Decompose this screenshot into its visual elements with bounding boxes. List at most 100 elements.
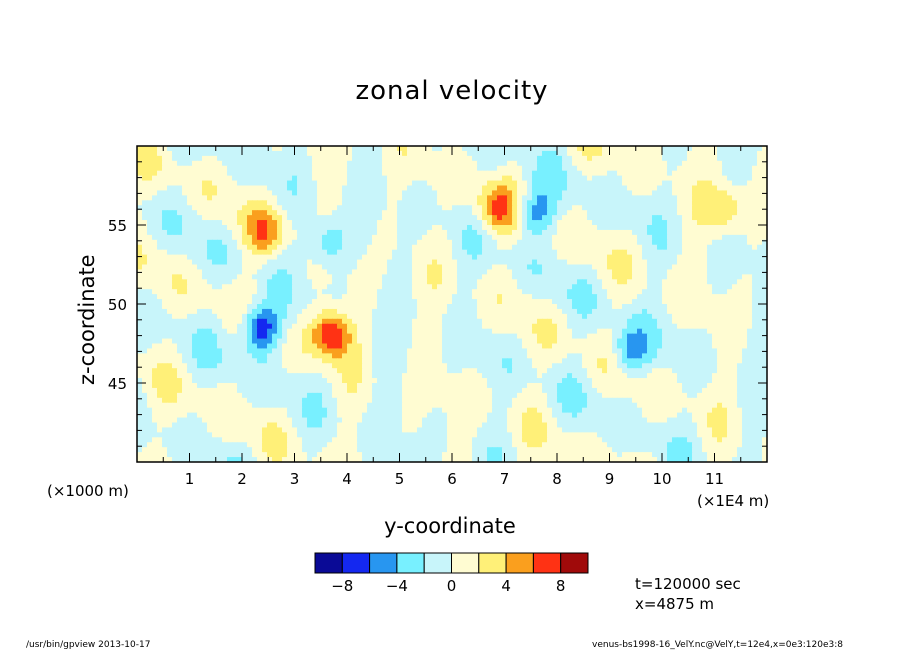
field-cell	[307, 170, 313, 177]
field-cell	[252, 249, 258, 256]
field-cell	[657, 160, 663, 167]
field-cell	[587, 180, 593, 187]
field-cell	[252, 323, 258, 330]
field-cell	[267, 328, 273, 335]
field-cell	[147, 264, 153, 271]
field-cell	[572, 155, 578, 162]
field-cell	[532, 165, 538, 172]
field-cell	[547, 225, 553, 231]
field-cell	[552, 220, 558, 226]
field-cell	[497, 190, 503, 196]
field-cell	[232, 229, 238, 236]
field-cell	[757, 160, 763, 167]
field-cell	[582, 239, 588, 246]
field-cell	[427, 239, 433, 246]
field-cell	[662, 165, 668, 172]
field-cell	[747, 304, 753, 310]
field-cell	[712, 254, 718, 261]
field-cell	[597, 146, 603, 152]
field-cell	[392, 180, 398, 187]
field-cell	[412, 308, 418, 315]
field-cell	[397, 215, 403, 221]
field-cell	[697, 180, 703, 187]
field-cell	[287, 323, 293, 330]
field-cell	[152, 269, 158, 275]
field-cell	[552, 205, 558, 211]
field-cell	[622, 333, 628, 340]
field-cell	[217, 150, 223, 157]
field-cell	[652, 274, 658, 280]
field-cell	[557, 249, 563, 256]
field-cell	[367, 175, 373, 182]
field-cell	[477, 244, 483, 251]
field-cell	[387, 328, 393, 335]
field-cell	[752, 165, 758, 172]
field-cell	[257, 170, 263, 177]
field-cell	[682, 160, 688, 167]
field-cell	[262, 195, 268, 201]
field-cell	[347, 205, 353, 211]
field-cell	[672, 333, 678, 340]
field-cell	[287, 150, 293, 157]
field-cell	[412, 323, 418, 330]
field-cell	[487, 289, 493, 295]
field-cell	[497, 249, 503, 256]
field-cell	[182, 249, 188, 256]
field-cell	[537, 323, 543, 330]
field-cell	[342, 170, 348, 177]
field-cell	[697, 244, 703, 251]
field-cell	[712, 308, 718, 315]
field-cell	[242, 269, 248, 275]
field-cell	[227, 205, 233, 211]
field-cell	[207, 170, 213, 177]
field-cell	[512, 220, 518, 226]
field-cell	[257, 165, 263, 172]
field-cell	[562, 313, 568, 320]
field-cell	[607, 333, 613, 340]
field-cell	[172, 239, 178, 246]
field-cell	[392, 304, 398, 310]
field-cell	[442, 304, 448, 310]
field-cell	[177, 333, 183, 340]
field-cell	[262, 294, 268, 300]
field-cell	[512, 175, 518, 182]
field-cell	[492, 220, 498, 226]
field-cell	[707, 264, 713, 271]
field-cell	[347, 284, 353, 290]
field-cell	[717, 328, 723, 335]
field-cell	[352, 299, 358, 305]
field-cell	[717, 279, 723, 285]
field-cell	[497, 165, 503, 172]
field-cell	[227, 338, 233, 345]
field-cell	[672, 313, 678, 320]
field-cell	[307, 299, 313, 305]
field-cell	[572, 170, 578, 177]
field-cell	[732, 229, 738, 236]
field-cell	[202, 200, 208, 206]
field-cell	[612, 284, 618, 290]
field-cell	[692, 234, 698, 241]
field-cell	[292, 338, 298, 345]
field-cell	[222, 239, 228, 246]
field-cell	[252, 180, 258, 187]
field-cell	[692, 190, 698, 196]
field-cell	[587, 220, 593, 226]
field-cell	[187, 205, 193, 211]
field-cell	[232, 200, 238, 206]
field-cell	[372, 328, 378, 335]
field-cell	[407, 264, 413, 271]
field-cell	[647, 210, 653, 216]
field-cell	[672, 205, 678, 211]
field-cell	[282, 234, 288, 241]
field-cell	[367, 170, 373, 177]
field-cell	[277, 299, 283, 305]
field-cell	[242, 175, 248, 182]
field-cell	[457, 318, 463, 325]
field-cell	[527, 289, 533, 295]
field-cell	[297, 318, 303, 325]
field-cell	[542, 150, 548, 157]
field-cell	[422, 284, 428, 290]
field-cell	[672, 200, 678, 206]
field-cell	[592, 244, 598, 251]
field-cell	[577, 210, 583, 216]
